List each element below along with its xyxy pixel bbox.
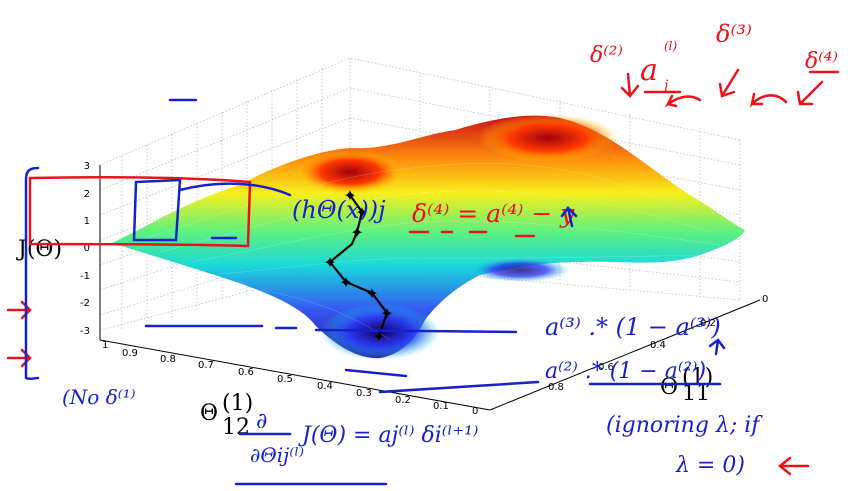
- y-tick: 0.6: [238, 367, 254, 378]
- svg-text:12: 12: [222, 415, 250, 440]
- z-tick: 2: [84, 189, 90, 200]
- delta4-note: δ⁽⁴⁾: [805, 49, 838, 74]
- y-tick: 0.2: [395, 395, 411, 406]
- svg-text:Θ: Θ: [660, 375, 678, 400]
- arrow-down-2: [718, 68, 740, 98]
- y-ticks: 1 0.9 0.8 0.7 0.6 0.5 0.4 0.3 0.2 0.1 0: [102, 340, 478, 417]
- equation-underlines: [408, 230, 536, 238]
- left-bracket: [24, 166, 40, 381]
- no-delta1-note: (No δ⁽¹⁾: [62, 385, 136, 409]
- z-tick: 1: [84, 216, 90, 227]
- floor-axes: [99, 165, 761, 411]
- y-tick: 0.7: [198, 360, 214, 371]
- up-arrow-1: [560, 206, 578, 228]
- link-curve: [178, 182, 292, 197]
- z-tick: -2: [80, 298, 90, 309]
- z-tick: 3: [84, 161, 90, 172]
- svg-text:(1): (1): [682, 365, 713, 390]
- y-tick: 0.3: [356, 388, 372, 399]
- delta4-equation: δ⁽⁴⁾ = a⁽⁴⁾ − y: [412, 199, 575, 228]
- y-tick: 1: [102, 340, 108, 351]
- blue-box: [132, 178, 182, 242]
- path-star: ✦: [343, 186, 356, 205]
- a-note-sub: j: [661, 78, 669, 94]
- curved-arrow-2: [749, 92, 788, 108]
- descent-path: [328, 194, 389, 337]
- cost-surface: [112, 114, 745, 360]
- z-tick: -1: [80, 271, 90, 282]
- y-tick: 0.9: [122, 348, 138, 359]
- path-star: ✦: [355, 203, 368, 222]
- ignore-lambda-line1: (ignoring λ; if: [606, 413, 763, 438]
- up-arrow-2: [708, 338, 726, 356]
- arrow-down-1: [620, 72, 640, 98]
- y-axis-label: Θ (1) 12: [200, 391, 253, 440]
- y-tick: 0: [472, 406, 478, 417]
- path-star: ✦: [323, 253, 336, 272]
- partial-symbol: ∂: [256, 409, 267, 434]
- dash-line-4: [344, 368, 408, 378]
- dash-line-3: [314, 328, 518, 334]
- surface-peak-left: [295, 150, 405, 194]
- descent-stars: ✦ ✦ ✦ ✦ ✦ ✦ ✦ ✦: [323, 186, 393, 346]
- surface-peak-right: [478, 114, 618, 162]
- x-tick: 0.4: [650, 340, 666, 351]
- ignore-lambda-line2: λ = 0): [675, 453, 745, 478]
- z-tick: 0: [84, 243, 90, 254]
- path-star: ✦: [365, 284, 378, 303]
- a-note: a: [640, 53, 658, 88]
- z-tick: -3: [80, 326, 90, 337]
- surface-valley-right: [470, 258, 570, 282]
- y-tick: 0.8: [160, 354, 176, 365]
- path-star: ✦: [380, 304, 393, 323]
- a3-term: a⁽³⁾ .* (1 − a⁽³⁾): [545, 313, 721, 341]
- h-theta-note: (hΘ(x))j: [292, 196, 386, 224]
- x-tick: 0.2: [700, 318, 716, 329]
- x-tick: 0.6: [598, 362, 614, 373]
- svg-text:(1): (1): [222, 391, 253, 416]
- a2-term: a⁽²⁾ .* (1 − a⁽²⁾): [545, 359, 706, 384]
- gradient-formula: J(Θ) = aj⁽ˡ⁾ δi⁽ˡ⁺¹⁾: [298, 423, 478, 448]
- surface-body: [112, 115, 745, 359]
- y-tick: 0.5: [277, 374, 293, 385]
- delta3-note: δ⁽³⁾: [716, 20, 752, 48]
- y-tick: 0.1: [433, 401, 449, 412]
- path-star: ✦: [339, 273, 352, 292]
- blue-annotations: (hΘ(x))j a⁽³⁾ .* (1 − a⁽³⁾) a⁽²⁾ .* (1 −…: [24, 98, 763, 486]
- x-tick: 0.8: [548, 382, 564, 393]
- z-ticks: 3 2 1 0 -1 -2 -3: [80, 161, 90, 337]
- y-tick: 0.4: [317, 381, 333, 392]
- a-note-sup: (l): [664, 39, 678, 53]
- dash-line-5: [378, 380, 540, 394]
- red-annotations: δ⁽²⁾ δ⁽³⁾ δ⁽⁴⁾ a (l) j δ⁽⁴⁾ = a⁽⁴⁾ − y: [6, 20, 840, 476]
- red-box: [28, 175, 252, 248]
- partial-denominator: ∂Θij⁽ˡ⁾: [250, 443, 304, 467]
- curved-arrow-1: [664, 94, 702, 108]
- path-star: ✦: [350, 223, 363, 242]
- delta2-note: δ⁽²⁾: [590, 43, 623, 68]
- arrow-down-3: [796, 80, 824, 106]
- ignore-arrow: [777, 456, 810, 476]
- z-axis-label: J(Θ): [16, 237, 62, 262]
- svg-text:Θ: Θ: [200, 401, 218, 426]
- x-ticks: 0 0.2 0.4 0.6 0.8: [548, 294, 768, 393]
- x-tick: 0: [762, 294, 768, 305]
